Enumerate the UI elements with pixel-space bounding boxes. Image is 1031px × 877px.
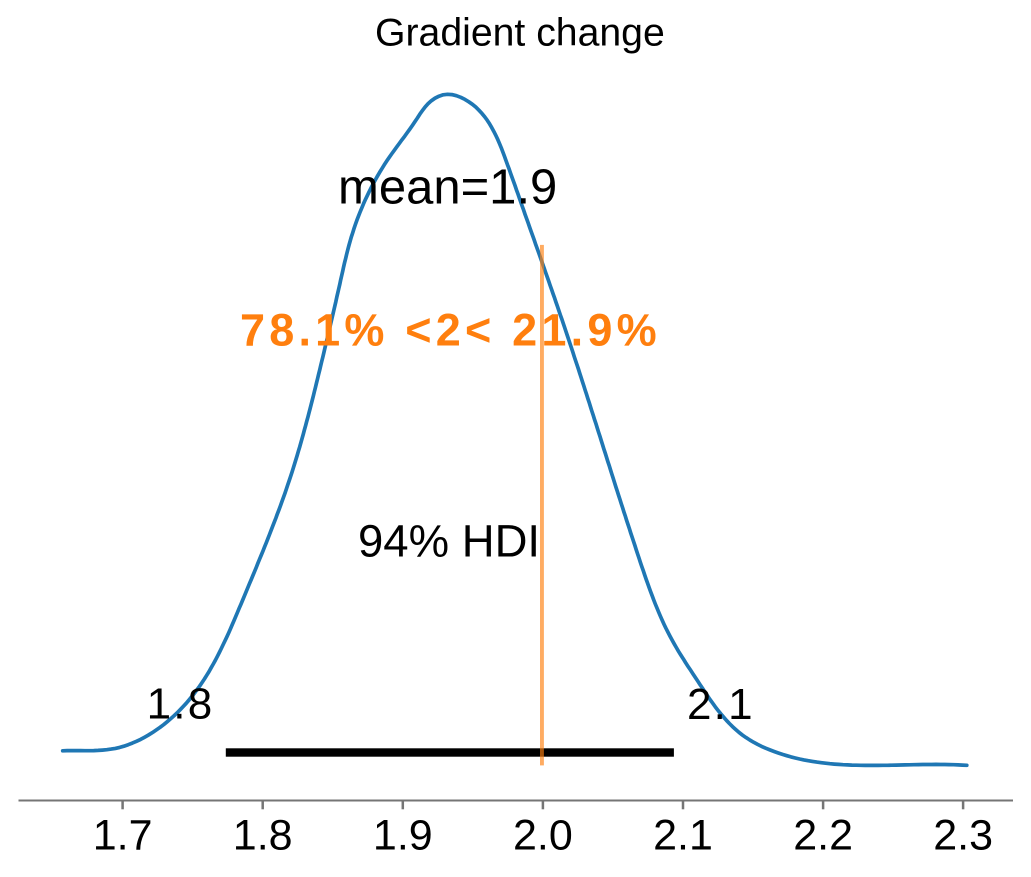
svg-text:1.9: 1.9	[373, 812, 433, 860]
svg-text:94% HDI: 94% HDI	[358, 516, 540, 567]
svg-text:1.8: 1.8	[233, 812, 293, 860]
svg-text:mean=1.9: mean=1.9	[338, 161, 557, 215]
svg-text:2.3: 2.3	[933, 812, 993, 860]
svg-text:2.1: 2.1	[653, 812, 713, 860]
svg-text:Gradient change: Gradient change	[375, 12, 665, 55]
svg-text:1.8: 1.8	[147, 679, 215, 728]
svg-text:1.7: 1.7	[93, 812, 153, 860]
svg-text:2.1: 2.1	[687, 680, 755, 729]
svg-text:2.0: 2.0	[513, 812, 573, 860]
svg-text:2.2: 2.2	[793, 812, 853, 860]
svg-text:78.1% <2< 21.9%: 78.1% <2< 21.9%	[240, 305, 661, 356]
